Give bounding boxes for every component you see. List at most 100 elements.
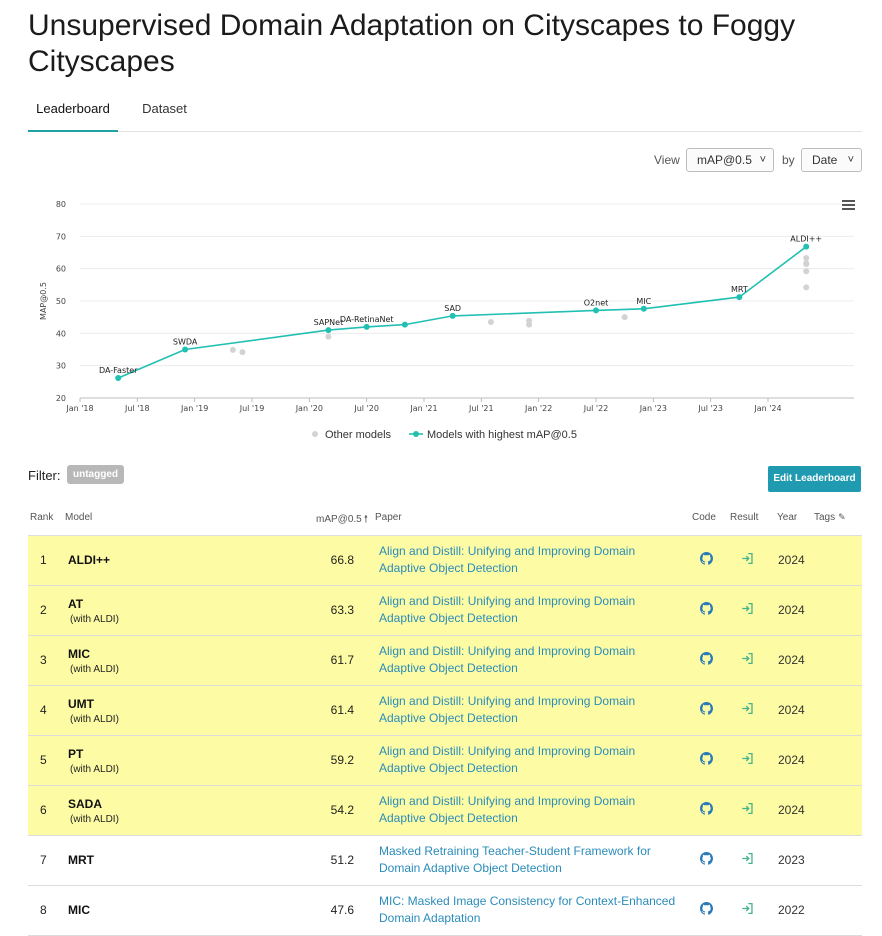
best-model-point[interactable] (736, 294, 743, 301)
header-year[interactable]: Year (777, 512, 798, 523)
best-model-point[interactable] (449, 312, 456, 319)
result-icon[interactable] (741, 702, 757, 718)
model-name[interactable]: MRT (68, 853, 94, 867)
y-tick-label: 60 (56, 265, 66, 274)
best-model-point[interactable] (325, 327, 332, 334)
paper-link[interactable]: Masked Retraining Teacher-Student Framew… (379, 844, 651, 875)
table-row: 3 MIC (with ALDI) 61.7 Align and Distill: Un… (28, 636, 862, 686)
row-metric-value: 61.7 (330, 653, 354, 667)
best-model-point[interactable] (640, 305, 647, 312)
row-rank: 6 (40, 803, 47, 817)
x-tick-label: Jul '23 (697, 404, 723, 413)
metric-select[interactable]: mAP@0.5 ˅ (686, 148, 774, 172)
legend-label-best[interactable]: Models with highest mAP@0.5 (427, 429, 577, 441)
other-model-point[interactable] (526, 321, 533, 328)
model-name[interactable]: AT (68, 597, 84, 611)
model-name[interactable]: MIC (68, 647, 90, 661)
filter-tag-untagged[interactable]: untagged (67, 465, 124, 484)
paper-link[interactable]: MIC: Masked Image Consistency for Contex… (379, 894, 676, 925)
result-icon[interactable] (741, 602, 757, 618)
github-icon[interactable] (700, 752, 716, 768)
result-icon[interactable] (741, 552, 757, 568)
header-model[interactable]: Model (65, 512, 93, 523)
paper-link[interactable]: Align and Distill: Unifying and Improvin… (379, 744, 636, 775)
model-name[interactable]: UMT (68, 697, 94, 711)
x-tick-label: Jul '18 (124, 404, 150, 413)
y-tick-label: 30 (56, 362, 66, 371)
model-name[interactable]: PT (68, 747, 84, 761)
result-icon[interactable] (741, 902, 757, 918)
table-row: 6 SADA (with ALDI) 54.2 Align and Distill: U… (28, 786, 862, 836)
result-icon[interactable] (741, 852, 757, 868)
model-name[interactable]: ALDI++ (68, 553, 111, 567)
other-model-point[interactable] (229, 346, 236, 353)
row-model[interactable]: MIC (with ALDI) (68, 647, 119, 675)
header-metric[interactable]: mAP@0.5 🠕 (316, 512, 368, 529)
filter-label: Filter: (28, 468, 61, 483)
edit-leaderboard-button[interactable]: Edit Leaderboard (768, 466, 861, 492)
best-model-point[interactable] (363, 323, 370, 330)
paper-link[interactable]: Align and Distill: Unifying and Improvin… (379, 594, 636, 625)
best-model-point[interactable] (593, 307, 599, 314)
best-model-point[interactable] (115, 374, 122, 381)
x-tick-label: Jul '21 (468, 404, 494, 413)
row-model[interactable]: SADA (with ALDI) (68, 797, 119, 825)
header-tags[interactable]: Tags ✎ (814, 512, 846, 523)
x-tick-label: Jan '21 (409, 404, 437, 413)
progress-chart: 20 30 40 50 60 70 80 Jan '18 Jul '18 Jan '19 Jul '… (39, 200, 855, 441)
row-model[interactable]: MRT (68, 853, 94, 867)
legend-marker-best (413, 431, 419, 437)
github-icon[interactable] (700, 802, 716, 818)
legend-label-other[interactable]: Other models (325, 429, 392, 441)
model-name[interactable]: MIC (68, 903, 90, 917)
other-model-point[interactable] (803, 284, 810, 291)
paper-link[interactable]: Align and Distill: Unifying and Improvin… (379, 644, 636, 675)
best-model-point[interactable] (803, 243, 810, 250)
github-icon[interactable] (700, 702, 716, 718)
row-model[interactable]: AT (with ALDI) (68, 597, 119, 625)
row-metric-value: 66.8 (330, 553, 354, 567)
leaderboard-table: Rank Model mAP@0.5 🠕 Paper Code Result Ye… (28, 508, 862, 936)
other-model-point[interactable] (325, 333, 332, 340)
github-icon[interactable] (700, 652, 716, 668)
row-year: 2024 (778, 753, 805, 767)
paper-link[interactable]: Align and Distill: Unifying and Improvin… (379, 694, 636, 725)
github-icon[interactable] (700, 602, 716, 618)
other-model-point[interactable] (803, 268, 810, 275)
github-icon[interactable] (700, 852, 716, 868)
row-model[interactable]: ALDI++ (68, 553, 110, 567)
header-rank[interactable]: Rank (30, 512, 54, 523)
github-icon[interactable] (700, 552, 716, 568)
row-rank: 4 (40, 703, 47, 717)
model-subtitle: (with ALDI) (70, 814, 119, 825)
other-model-point[interactable] (239, 349, 246, 356)
paper-link[interactable]: Align and Distill: Unifying and Improvin… (379, 544, 636, 575)
result-icon[interactable] (741, 652, 757, 668)
header-metric-label: mAP@0.5 (316, 514, 362, 525)
y-tick-label: 80 (56, 200, 66, 209)
paper-link[interactable]: Align and Distill: Unifying and Improvin… (379, 794, 636, 825)
result-icon[interactable] (741, 802, 757, 818)
github-icon[interactable] (700, 902, 716, 918)
model-name[interactable]: SADA (68, 797, 103, 811)
row-year: 2022 (778, 903, 805, 917)
table-row: 7 MRT 51.2 Masked Retraining Teacher-Studen… (28, 836, 862, 886)
hamburger-menu-icon[interactable] (842, 200, 855, 210)
row-model[interactable]: MIC (68, 903, 90, 917)
tab-leaderboard[interactable]: Leaderboard (28, 90, 118, 132)
other-model-point[interactable] (621, 314, 628, 321)
x-tick-label: Jan '20 (295, 404, 323, 413)
result-icon[interactable] (741, 752, 757, 768)
tab-dataset[interactable]: Dataset (142, 101, 187, 116)
best-model-point[interactable] (401, 321, 408, 328)
header-paper[interactable]: Paper (375, 512, 402, 523)
best-model-point[interactable] (182, 346, 189, 353)
row-metric-value: 51.2 (330, 853, 354, 867)
point-label: O2net (584, 298, 609, 307)
row-model[interactable]: UMT (with ALDI) (68, 697, 119, 725)
other-model-point[interactable] (803, 254, 810, 261)
sort-by-select[interactable]: Date ˅ (801, 148, 862, 172)
other-model-point[interactable] (803, 261, 810, 268)
other-model-point[interactable] (487, 319, 494, 326)
row-model[interactable]: PT (with ALDI) (68, 747, 119, 775)
